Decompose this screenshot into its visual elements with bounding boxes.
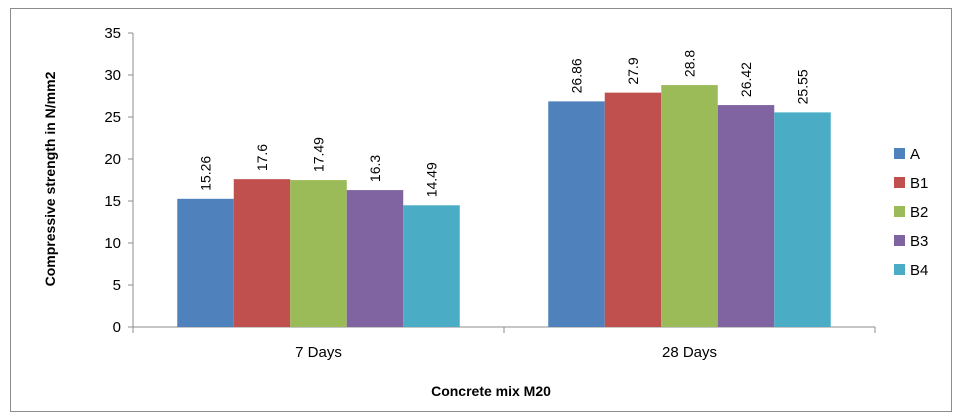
data-label: 17.6 (254, 144, 270, 171)
bar (346, 190, 404, 327)
data-label: 16.3 (367, 155, 383, 182)
data-label: 26.86 (569, 58, 585, 93)
legend: A B1 B2 B3 B4 (894, 146, 928, 279)
y-tick-label: 5 (113, 277, 121, 294)
bar (403, 205, 460, 327)
data-labels: 15.26 17.6 17.49 16.3 14.49 26.86 27.9 28.8 26.4… (198, 50, 811, 198)
bar (774, 112, 831, 327)
legend-label: B3 (910, 233, 928, 250)
legend-label: B4 (910, 262, 928, 279)
y-axis-title: Compressive strength in N/mm2 (42, 71, 58, 286)
x-tick-label: 28 Days (662, 344, 717, 361)
legend-swatch (894, 177, 905, 188)
data-label: 27.9 (625, 57, 641, 84)
data-label: 25.55 (795, 69, 811, 104)
legend-swatch (894, 235, 905, 246)
legend-label: A (910, 146, 920, 163)
chart-area: 0 5 10 15 20 25 30 35 7 Days 28 Days 15.26 17.6 17… (10, 8, 952, 412)
y-tick-label: 30 (104, 67, 121, 84)
bar (661, 85, 718, 327)
legend-swatch (894, 264, 905, 275)
data-label: 14.49 (424, 162, 440, 197)
y-tick-label: 15 (104, 193, 121, 210)
y-tick-label: 25 (104, 109, 121, 126)
bar (604, 92, 662, 327)
y-axis: 0 5 10 15 20 25 30 35 (104, 25, 134, 336)
data-label: 15.26 (198, 156, 214, 191)
legend-swatch (894, 206, 905, 217)
x-tick-label: 7 Days (295, 344, 342, 361)
data-label: 17.49 (311, 137, 327, 172)
x-axis-title: Concrete mix M20 (431, 383, 551, 399)
y-tick-label: 10 (104, 235, 121, 252)
legend-swatch (894, 148, 905, 159)
legend-label: B2 (910, 204, 928, 221)
y-tick-label: 35 (104, 25, 121, 42)
bar (290, 180, 347, 327)
y-tick-label: 0 (113, 319, 121, 336)
bar (548, 101, 605, 327)
y-tick-label: 20 (104, 151, 121, 168)
data-label: 26.42 (738, 62, 754, 97)
data-label: 28.8 (682, 50, 698, 77)
bar (233, 179, 291, 327)
bar-chart: 0 5 10 15 20 25 30 35 7 Days 28 Days 15.26 17.6 17… (42, 25, 928, 399)
bars (177, 85, 831, 328)
x-axis: 7 Days 28 Days (132, 326, 876, 361)
legend-label: B1 (910, 175, 928, 192)
bar (717, 105, 775, 328)
bar (177, 198, 234, 327)
